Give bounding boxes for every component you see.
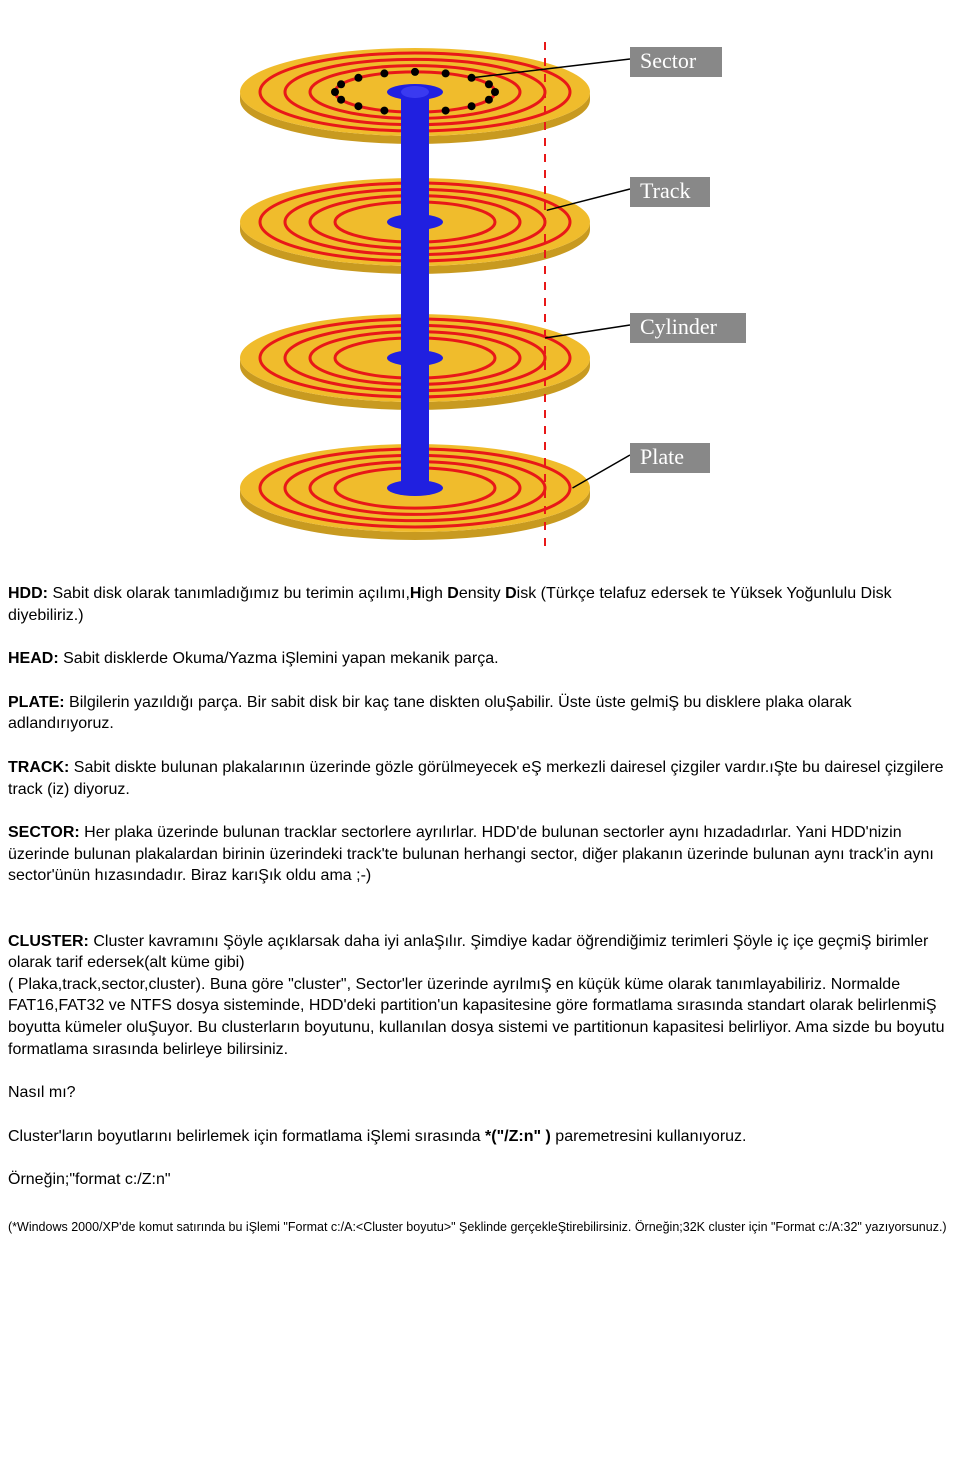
svg-text:Plate: Plate (640, 444, 684, 469)
diagram-container: Sector Track Cylinder Plate (0, 0, 960, 565)
plate-paragraph: PLATE: Bilgilerin yazıldığı parça. Bir s… (8, 692, 952, 735)
head-paragraph: HEAD: Sabit disklerde Okuma/Yazma iŞlemi… (8, 648, 952, 670)
cluster-paragraph: CLUSTER: Cluster kavramını Şöyle açıklar… (8, 909, 952, 1060)
cluster-param-2: paremetresini kullanıyoruz. (551, 1128, 747, 1145)
example-text: Örneğin;"format c:/Z:n" (8, 1171, 171, 1188)
hdd-text-3: ensity (459, 585, 505, 602)
hdd-term: HDD: (8, 585, 48, 602)
track-paragraph: TRACK: Sabit diskte bulunan plakalarının… (8, 757, 952, 800)
head-term: HEAD: (8, 650, 59, 667)
track-term: TRACK: (8, 759, 69, 776)
footnote-text: (*Windows 2000/XP'de komut satırında bu … (8, 1220, 947, 1234)
sector-paragraph: SECTOR: Her plaka üzerinde bulunan track… (8, 822, 952, 887)
track-text: Sabit diskte bulunan plakalarının üzerin… (8, 759, 944, 798)
plate-text: Bilgilerin yazıldığı parça. Bir sabit di… (8, 694, 852, 733)
svg-text:Sector: Sector (640, 48, 697, 73)
svg-text:Cylinder: Cylinder (640, 314, 718, 339)
footnote-paragraph: (*Windows 2000/XP'de komut satırında bu … (8, 1219, 952, 1236)
cluster-text: Cluster kavramını Şöyle açıklarsak daha … (8, 933, 945, 1058)
hdd-paragraph: HDD: Sabit disk olarak tanımladığımız bu… (8, 583, 952, 626)
cluster-param-paragraph: Cluster'ların boyutlarını belirlemek içi… (8, 1126, 952, 1148)
nasil-paragraph: Nasıl mı? (8, 1082, 952, 1104)
cluster-param-bold: *("/Z:n" ) (485, 1128, 551, 1145)
head-text: Sabit disklerde Okuma/Yazma iŞlemini yap… (59, 650, 499, 667)
sector-text: Her plaka üzerinde bulunan tracklar sect… (8, 824, 934, 884)
hdd-diagram: Sector Track Cylinder Plate (190, 0, 766, 560)
hdd-text-1: Sabit disk olarak tanımladığımız bu teri… (48, 585, 410, 602)
svg-text:Track: Track (640, 178, 691, 203)
document-body: HDD: Sabit disk olarak tanımladığımız bu… (0, 565, 960, 1258)
hdd-d: D (447, 585, 459, 602)
cluster-param-1: Cluster'ların boyutlarını belirlemek içi… (8, 1128, 485, 1145)
sector-term: SECTOR: (8, 824, 80, 841)
hdd-d2: D (505, 585, 517, 602)
hdd-text-2: igh (421, 585, 447, 602)
hdd-h: H (410, 585, 422, 602)
cluster-term: CLUSTER: (8, 933, 89, 950)
plate-term: PLATE: (8, 694, 65, 711)
example-paragraph: Örneğin;"format c:/Z:n" (8, 1169, 952, 1191)
nasil-text: Nasıl mı? (8, 1084, 76, 1101)
